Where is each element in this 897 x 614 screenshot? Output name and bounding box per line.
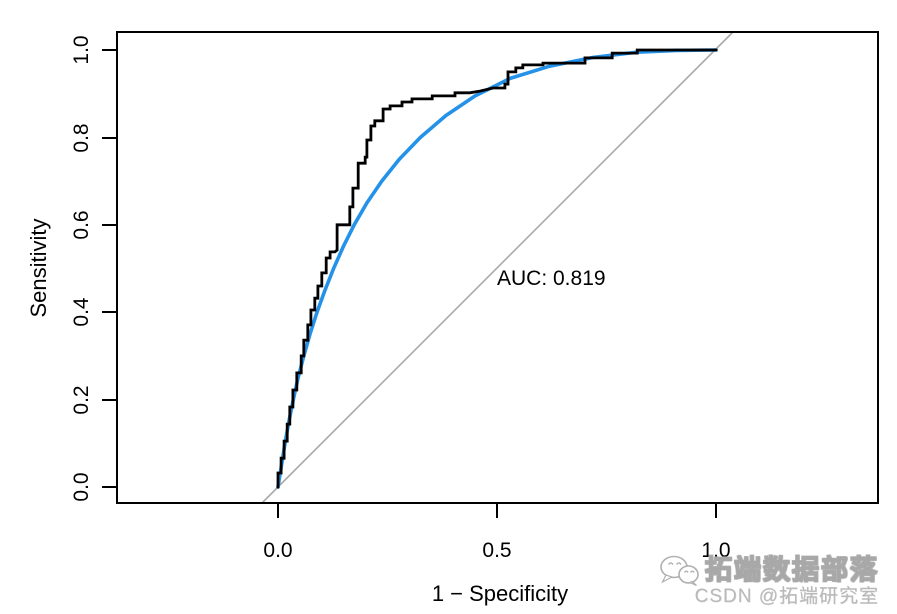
watermark-brand-row: 拓端数据部落 [659, 555, 879, 586]
auc-annotation: AUC: 0.819 [497, 267, 606, 290]
y-tick-label-0.8: 0.8 [70, 123, 93, 152]
y-axis-title: Sensitivity [26, 218, 51, 317]
y-tick-label-0.4: 0.4 [70, 297, 93, 327]
x-axis-title: 1 − Specificity [432, 581, 568, 606]
y-tick-label-1.0: 1.0 [70, 35, 93, 64]
watermark-brand-text: 拓端数据部落 [704, 555, 879, 585]
chance-diagonal-line [261, 31, 734, 504]
x-tick-label-0.5: 0.5 [482, 539, 511, 562]
wechat-icon [660, 555, 699, 586]
y-tick-label-0.2: 0.2 [70, 385, 93, 414]
x-tick-label-1.0: 1.0 [701, 539, 730, 562]
y-axis-ticks [102, 49, 117, 488]
empirical-roc-curve [276, 48, 718, 489]
y-tick-label-0.0: 0.0 [70, 472, 93, 501]
watermark: 拓端数据部落 CSDN @拓端研究室 [659, 555, 879, 606]
y-tick-label-0.6: 0.6 [70, 210, 93, 239]
x-axis-ticks [277, 503, 717, 518]
watermark-csdn-text: CSDN @拓端研究室 [694, 586, 879, 607]
x-tick-label-0.0: 0.0 [263, 539, 292, 562]
